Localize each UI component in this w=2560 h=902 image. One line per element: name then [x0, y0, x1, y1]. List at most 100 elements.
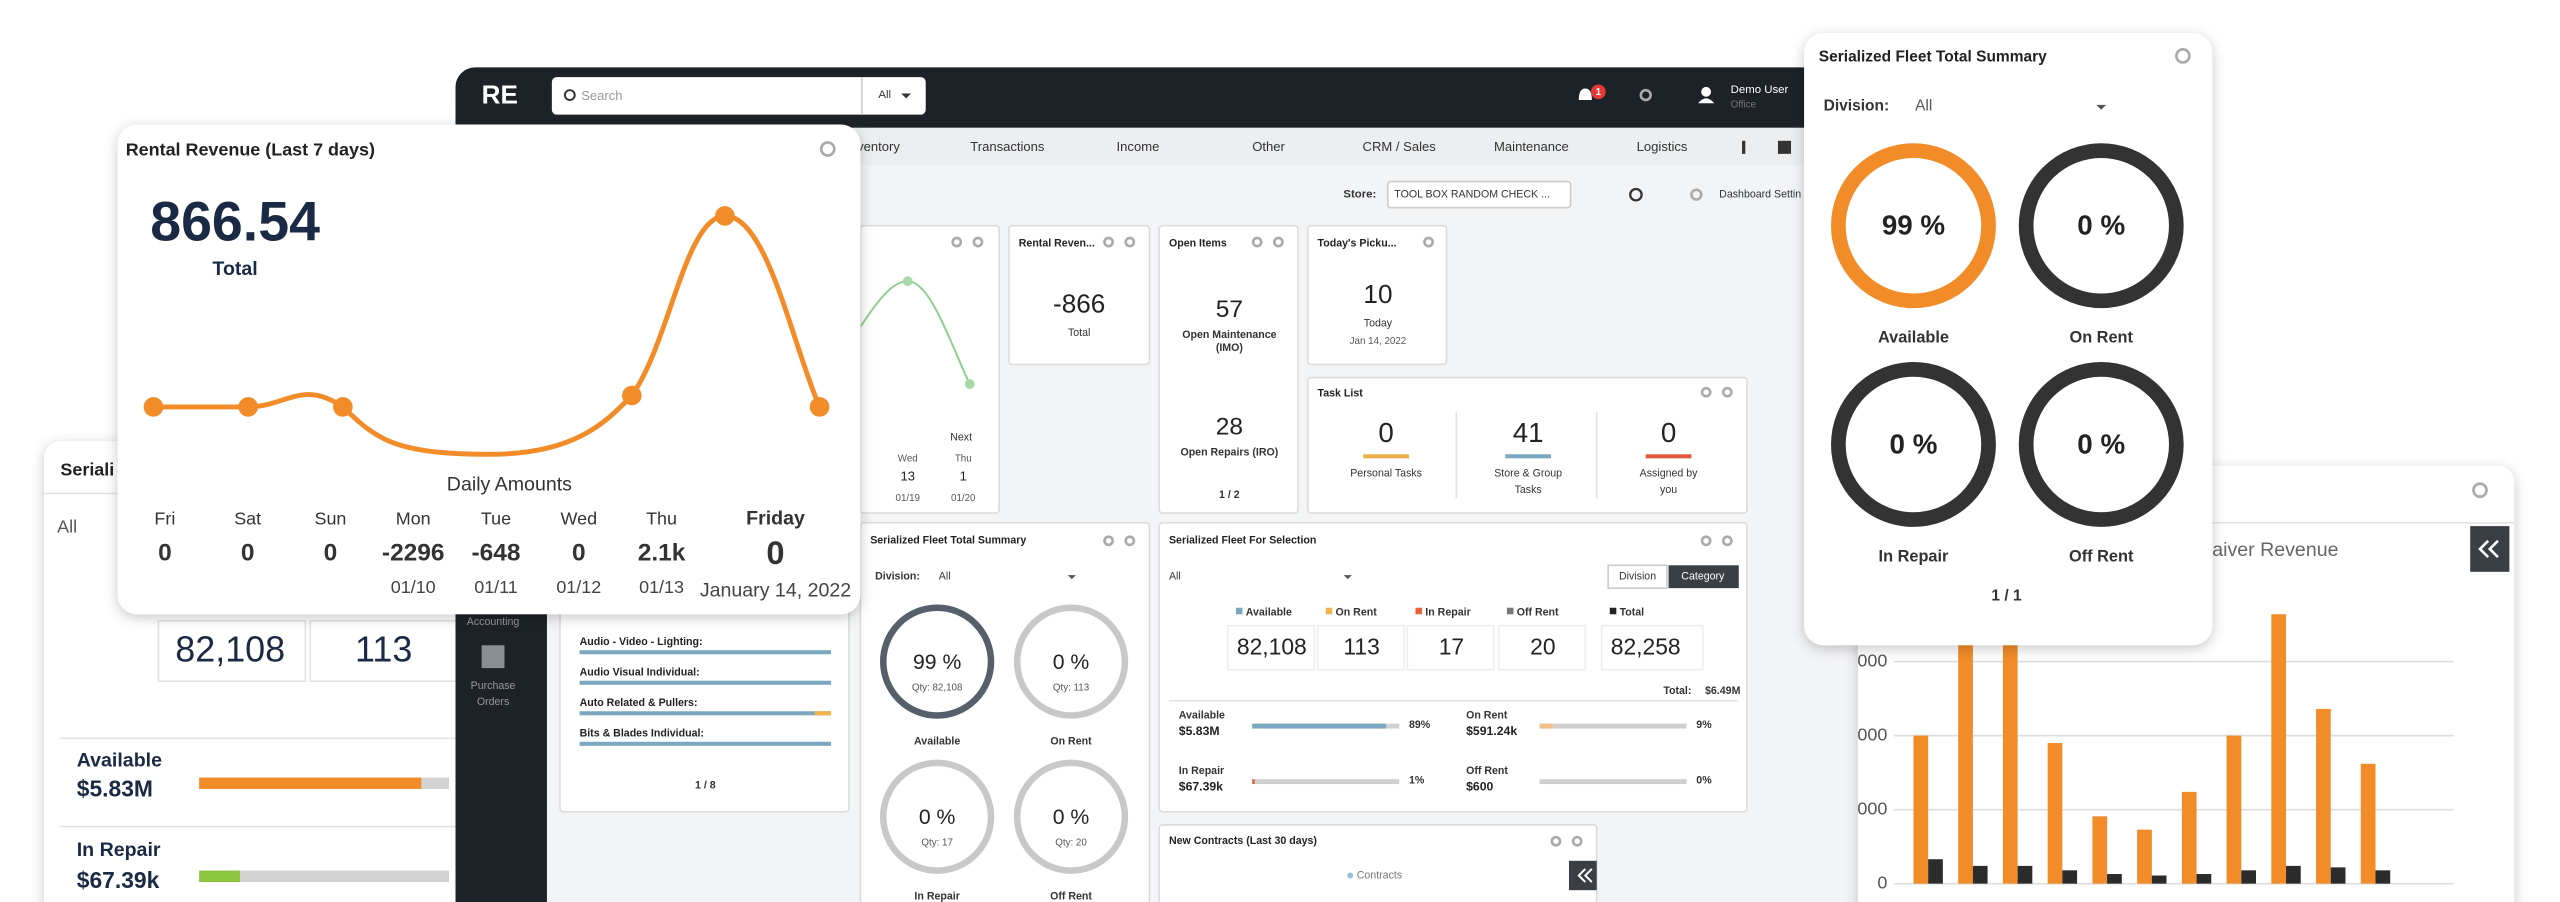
- settings-icon[interactable]: [1103, 535, 1114, 547]
- card: [1306, 376, 1748, 514]
- day: Tue: [481, 508, 511, 528]
- category-name: Audio Visual Individual:: [580, 666, 700, 678]
- settings-icon[interactable]: [819, 141, 836, 157]
- ring-qty: Qty: 113: [1053, 682, 1090, 693]
- nav-item[interactable]: Maintenance: [1494, 139, 1569, 154]
- stat-cell: [1600, 624, 1704, 671]
- next-button[interactable]: Next: [950, 432, 972, 444]
- settings-icon[interactable]: [1423, 236, 1434, 248]
- refresh-icon[interactable]: [1629, 187, 1643, 202]
- date: 01/10: [391, 577, 436, 597]
- settings-icon[interactable]: [1721, 535, 1733, 547]
- sidebar-item[interactable]: Purchase: [471, 680, 516, 692]
- settings-icon[interactable]: [1550, 835, 1562, 847]
- sidebar-item: Orders: [477, 696, 509, 708]
- nav-item[interactable]: ventory: [857, 139, 900, 154]
- settings-icon[interactable]: [1700, 386, 1712, 398]
- nav-item[interactable]: CRM / Sales: [1363, 139, 1437, 154]
- settings-icon[interactable]: [2175, 48, 2191, 64]
- settings-icon[interactable]: [1124, 236, 1136, 248]
- bar-fill: [1252, 723, 1387, 729]
- column-name: Available: [1246, 606, 1292, 618]
- bar: [2107, 874, 2122, 884]
- sidebar-item[interactable]: Accounting: [467, 616, 520, 628]
- settings-icon[interactable]: [1103, 236, 1114, 248]
- toggle[interactable]: [1607, 564, 1668, 589]
- ring-label: On Rent: [1050, 735, 1092, 747]
- card-title: Serialized Fleet For Selection: [1169, 535, 1316, 547]
- card-title: Serialized Fleet Total Summary: [1819, 49, 2047, 66]
- box: [309, 619, 458, 683]
- total-value: $6.49M: [1705, 685, 1741, 697]
- ring-percent: 0 %: [2077, 428, 2125, 459]
- total-label: Total: [212, 258, 257, 280]
- caret: [2096, 104, 2107, 110]
- nav-item[interactable]: Logistics: [1637, 139, 1688, 154]
- card: [859, 224, 1000, 514]
- nav-item[interactable]: Transactions: [970, 139, 1045, 154]
- ring-label: On Rent: [2070, 329, 2134, 347]
- toggle[interactable]: [1668, 565, 1739, 589]
- toggle-label: Category: [1681, 571, 1725, 583]
- bar: [2137, 829, 2152, 884]
- bell-icon[interactable]: [1578, 88, 1592, 100]
- revenue-point: [143, 397, 164, 417]
- task-underline: [1505, 454, 1552, 459]
- search-scope[interactable]: All: [878, 89, 891, 101]
- y-tick-label: 000: [1857, 724, 1887, 744]
- bar: [2047, 743, 2063, 884]
- bar: [1958, 643, 1973, 884]
- bar-fill: [199, 777, 422, 789]
- day-value: 0: [241, 539, 255, 566]
- bar: [2375, 870, 2391, 884]
- settings-link[interactable]: Dashboard Settin: [1719, 188, 1801, 200]
- settings-icon[interactable]: [1721, 386, 1733, 398]
- row-name: In Repair: [77, 839, 161, 861]
- chevrons: [2478, 539, 2499, 559]
- chart-title: aiver Revenue: [2212, 539, 2338, 561]
- settings-icon[interactable]: [1272, 236, 1284, 248]
- nav-item[interactable]: Income: [1117, 139, 1160, 154]
- bar: [2316, 708, 2331, 884]
- bar: [2151, 875, 2167, 884]
- column-value: 17: [1439, 634, 1464, 660]
- settings-icon[interactable]: [1124, 535, 1136, 547]
- day-value: 0: [158, 539, 172, 566]
- row-pct: 1%: [1409, 775, 1425, 787]
- settings-icon[interactable]: [1639, 88, 1652, 102]
- card: [859, 522, 1151, 902]
- collapse-button[interactable]: [1568, 860, 1597, 891]
- legend-swatch: [1506, 607, 1514, 615]
- user-icon[interactable]: [1701, 86, 1712, 97]
- store-select[interactable]: [1386, 180, 1572, 209]
- settings-icon[interactable]: [2472, 482, 2488, 499]
- search-box[interactable]: [551, 77, 926, 115]
- ring: [2018, 362, 2184, 527]
- date: Jan 14, 2022: [1350, 336, 1407, 347]
- nav-item[interactable]: Other: [1252, 139, 1285, 154]
- bar-track: [1539, 779, 1687, 785]
- day-value: 13: [900, 469, 915, 484]
- bar: [2002, 639, 2018, 884]
- ring: [1831, 362, 1996, 527]
- ring: [1013, 759, 1129, 874]
- row-amount: $5.83M: [1179, 724, 1220, 738]
- store-value: TOOL BOX RANDOM CHECK ...: [1394, 188, 1550, 200]
- ring-percent: 0 %: [1053, 651, 1090, 674]
- settings-icon[interactable]: [972, 236, 984, 248]
- settings-icon[interactable]: [1700, 535, 1712, 547]
- task-label: Tasks: [1515, 484, 1542, 496]
- filter-label: Division:: [1824, 98, 1889, 115]
- settings-icon[interactable]: [1690, 188, 1703, 201]
- category-name: Bits & Blades Individual:: [580, 727, 704, 739]
- column-value: 113: [1343, 634, 1379, 660]
- settings-icon[interactable]: [1571, 835, 1583, 847]
- settings-icon[interactable]: [951, 236, 963, 248]
- day: Fri: [154, 508, 175, 528]
- day: Wed: [560, 508, 597, 528]
- task-label: Assigned by: [1640, 468, 1698, 480]
- ring: [880, 759, 995, 874]
- stat-label: Total: [1068, 327, 1090, 339]
- settings-icon[interactable]: [1251, 236, 1263, 248]
